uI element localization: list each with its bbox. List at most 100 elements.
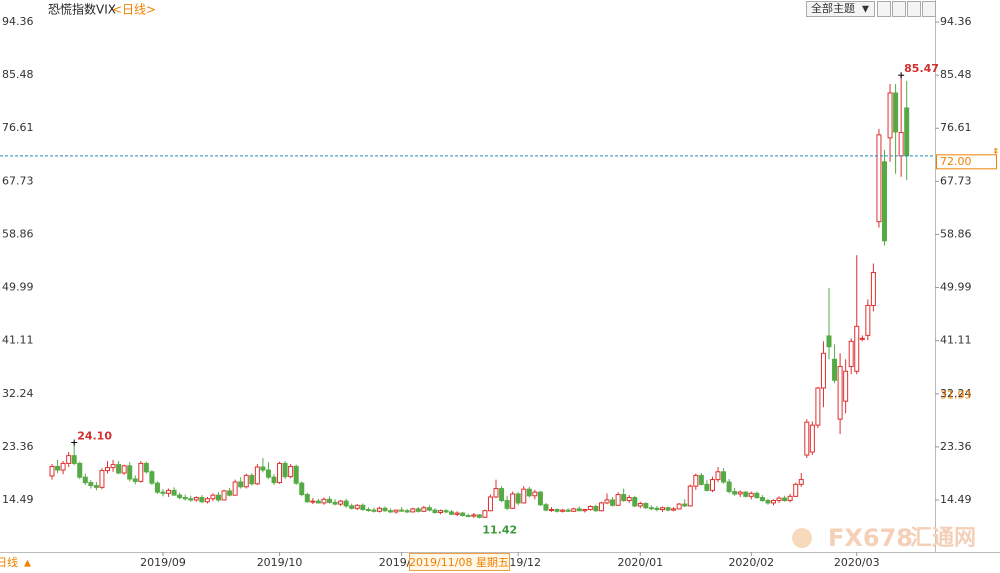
reference-label: 72.00 xyxy=(940,155,972,168)
x-tick-label: 2020/01 xyxy=(617,556,663,569)
candle-body xyxy=(793,483,799,497)
candle-body xyxy=(171,489,177,496)
candle-body xyxy=(288,465,294,478)
candle-body xyxy=(310,500,316,503)
annotation-label: 24.10 xyxy=(77,429,112,442)
candle-body xyxy=(499,488,505,502)
candle-body xyxy=(360,504,366,511)
candle-body xyxy=(837,365,843,420)
candle-body xyxy=(221,490,227,501)
candle-body xyxy=(693,474,699,487)
candle-body xyxy=(388,510,394,513)
candle-body xyxy=(815,387,821,426)
candle-body xyxy=(671,508,677,511)
candle-body xyxy=(771,500,776,504)
candle-body xyxy=(116,464,122,474)
candle-body xyxy=(321,498,327,504)
y-tick-label: 41.11 xyxy=(940,334,972,347)
candle-body xyxy=(543,504,549,511)
cursor-label: 2019/11/08 星期五 xyxy=(409,556,509,569)
candle-body xyxy=(615,494,621,506)
theme-button-label: 全部主题 xyxy=(811,1,855,15)
candle-body xyxy=(166,489,172,494)
candle-body xyxy=(260,466,266,471)
candle-body xyxy=(471,514,477,517)
candle-body xyxy=(315,500,321,504)
candle-body xyxy=(132,478,138,482)
candle-body xyxy=(426,507,432,511)
y-tick-label: 67.73 xyxy=(940,174,972,187)
watermark-text: FX678 xyxy=(828,524,913,552)
candle-body xyxy=(238,481,244,488)
theme-button[interactable] xyxy=(806,1,875,17)
candle-body xyxy=(121,465,127,474)
candle-body xyxy=(554,509,560,512)
candle-body xyxy=(304,494,310,503)
period-label: <日线> xyxy=(112,3,156,17)
y-tick-label: 32.24 xyxy=(2,387,34,400)
candle-body xyxy=(354,504,360,509)
candle-body xyxy=(249,474,255,485)
candle-body xyxy=(149,471,155,484)
candle-body xyxy=(105,467,110,472)
tool-button[interactable] xyxy=(877,1,891,17)
candle-body xyxy=(593,506,599,512)
candle-body xyxy=(759,497,765,502)
candle-body xyxy=(515,493,521,504)
x-tick-label: 2020/03 xyxy=(834,556,880,569)
candle-body xyxy=(465,514,471,517)
y-tick-label: 23.36 xyxy=(2,440,34,453)
candle-body xyxy=(854,325,860,372)
candle-body xyxy=(721,471,727,483)
candle-body xyxy=(832,358,838,381)
candle-body xyxy=(865,304,871,336)
candle-body xyxy=(55,465,61,471)
candle-body xyxy=(66,455,72,464)
candle-body xyxy=(765,500,771,504)
y-tick-label: 58.86 xyxy=(2,227,34,240)
candle-body xyxy=(60,462,66,471)
annotation-label: 11.42 xyxy=(482,523,517,536)
chart-title: 恐慌指数VIX xyxy=(48,2,116,17)
candle-body xyxy=(393,509,399,513)
x-tick-label: 2020/02 xyxy=(728,556,774,569)
candle-body xyxy=(676,503,682,510)
candle-body xyxy=(882,161,887,242)
candle-body xyxy=(787,495,793,502)
candle-body xyxy=(887,92,893,139)
candle-body xyxy=(77,462,83,478)
candle-body xyxy=(848,340,854,367)
candle-body xyxy=(637,503,643,507)
tool-button[interactable] xyxy=(907,1,921,17)
candle-body xyxy=(643,503,649,509)
candle-body xyxy=(88,482,94,487)
candle-body xyxy=(798,479,804,485)
y-tick-label: 58.86 xyxy=(940,227,972,240)
candle-body xyxy=(376,507,382,512)
candle-body xyxy=(204,498,210,503)
period-button[interactable]: 日线 xyxy=(0,555,18,569)
y-tick-label: 76.61 xyxy=(2,121,34,134)
candle-body xyxy=(648,507,654,510)
candle-body xyxy=(704,483,710,491)
y-tick-label: 41.11 xyxy=(2,334,34,347)
tool-button[interactable] xyxy=(922,1,936,17)
candle-body xyxy=(365,509,371,512)
candle-body xyxy=(399,509,405,512)
candle-body xyxy=(826,335,832,348)
price-tag: 31.93 xyxy=(940,389,972,402)
theme-arrow: ▼ xyxy=(862,5,869,15)
candle-body xyxy=(443,510,449,513)
candle-body xyxy=(748,492,754,497)
candle-body xyxy=(71,455,77,464)
candle-body xyxy=(454,512,460,515)
candle-body xyxy=(371,509,377,512)
candle-body xyxy=(154,482,160,493)
candle-body xyxy=(438,510,443,514)
candle-body xyxy=(904,107,910,157)
candle-body xyxy=(199,497,205,503)
candle-body xyxy=(526,488,532,497)
candle-body xyxy=(382,507,388,512)
tool-button[interactable] xyxy=(892,1,906,17)
reference-tag xyxy=(936,154,997,170)
